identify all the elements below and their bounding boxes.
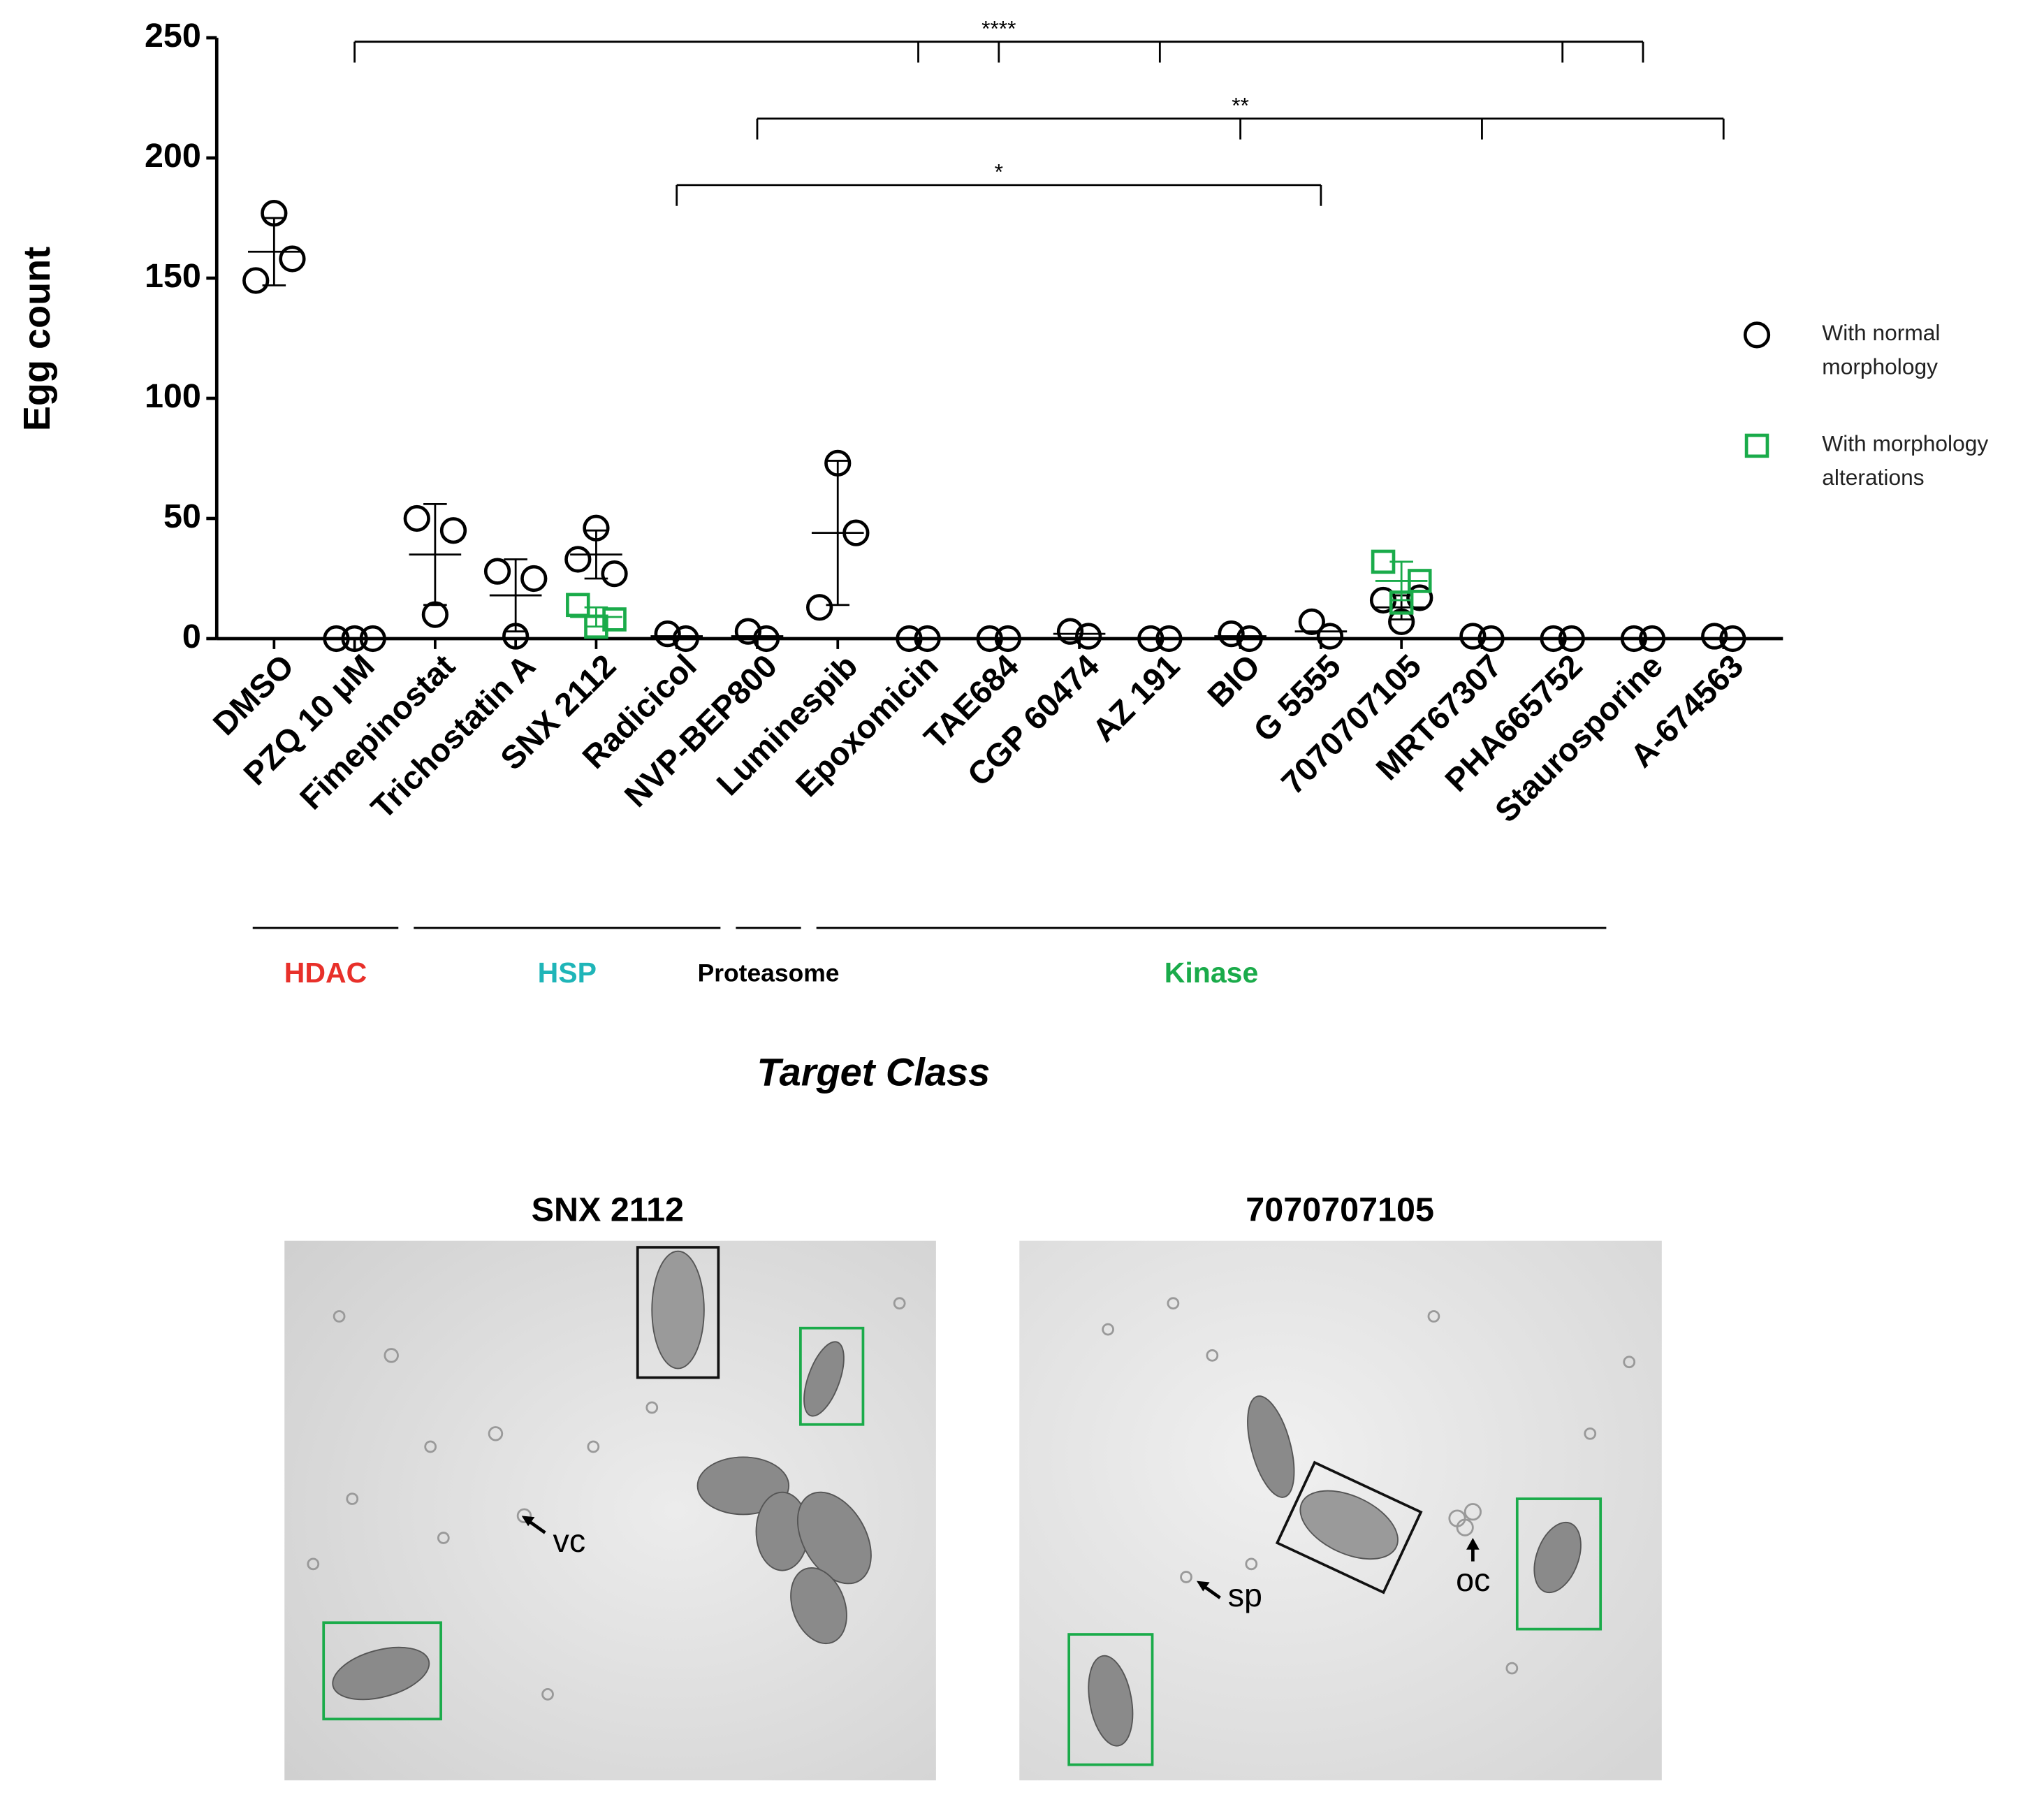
significance-label: ** (1232, 92, 1249, 117)
annotation: sp (1228, 1577, 1262, 1613)
data-point (502, 623, 530, 650)
data-point (359, 625, 386, 653)
x-tick-label: BIO (1200, 648, 1266, 714)
legend-label: With morphology alterations (1822, 431, 1989, 491)
data-point (752, 625, 780, 653)
legend-marker (1743, 321, 1771, 349)
data-point (584, 614, 608, 639)
data-point (806, 594, 833, 621)
data-point (976, 625, 1003, 653)
data-point (1056, 618, 1084, 645)
data-point (1298, 608, 1325, 636)
micrograph-left (284, 1240, 936, 1780)
data-point (566, 593, 590, 618)
data-point (564, 546, 592, 573)
data-point (1137, 625, 1165, 653)
legend-entry: With morphology alterations (1822, 431, 1989, 491)
data-point (824, 449, 852, 477)
annotation: vc (553, 1523, 586, 1559)
group-label: HDAC (284, 957, 367, 989)
data-point (1236, 625, 1263, 653)
data-point (403, 504, 430, 532)
data-point (421, 601, 448, 628)
data-point (1477, 625, 1505, 653)
data-point (672, 625, 699, 653)
data-point (602, 607, 627, 632)
data-point (1701, 623, 1728, 650)
data-point (1316, 623, 1344, 650)
data-point (279, 245, 306, 273)
data-point (601, 560, 628, 588)
y-tick-label: 50 (163, 497, 201, 535)
data-point (1540, 625, 1567, 653)
x-axis-label: Target Class (757, 1050, 991, 1094)
data-point (1155, 625, 1183, 653)
group-label: HSP (538, 957, 597, 989)
panel-title: 7070707105 (1246, 1191, 1434, 1229)
data-point (1620, 625, 1648, 653)
data-point (1389, 590, 1414, 615)
annotation: oc (1456, 1562, 1490, 1598)
y-tick-label: 0 (182, 618, 201, 655)
data-point (1719, 625, 1746, 653)
group-label: Kinase (1165, 957, 1259, 989)
data-point (483, 558, 511, 585)
panel-title: SNX 2112 (532, 1191, 684, 1229)
legend-label: With normal morphology (1822, 320, 1941, 379)
data-point (1408, 569, 1432, 593)
data-point (583, 514, 610, 542)
y-tick-label: 200 (145, 137, 201, 175)
y-tick-label: 150 (145, 257, 201, 295)
data-point (242, 267, 270, 294)
data-point (896, 625, 923, 653)
data-point (1558, 625, 1585, 653)
data-point (439, 517, 467, 544)
data-point (654, 620, 681, 648)
data-point (520, 565, 548, 593)
data-point (1388, 608, 1415, 636)
y-tick-label: 250 (145, 17, 201, 55)
data-point (914, 625, 941, 653)
data-point (323, 625, 350, 653)
significance-label: **** (981, 15, 1016, 41)
data-point (1075, 623, 1102, 650)
data-point (1406, 584, 1433, 611)
x-tick-label: AZ 191 (1086, 648, 1187, 749)
y-axis-label: Egg count (16, 247, 58, 431)
data-point (1638, 625, 1666, 653)
legend-entry: With normal morphology (1822, 320, 1941, 379)
data-point (1459, 623, 1487, 650)
y-tick-label: 100 (145, 377, 201, 415)
micrograph-right (1019, 1240, 1662, 1780)
data-point (1218, 620, 1245, 648)
significance-label: * (995, 159, 1003, 184)
group-label: Proteasome (698, 959, 840, 987)
data-point (1371, 549, 1396, 574)
data-point (842, 519, 870, 546)
legend-marker (1744, 433, 1769, 458)
data-point (341, 625, 368, 653)
data-point (994, 625, 1021, 653)
data-point (734, 618, 762, 645)
data-point (261, 200, 288, 227)
